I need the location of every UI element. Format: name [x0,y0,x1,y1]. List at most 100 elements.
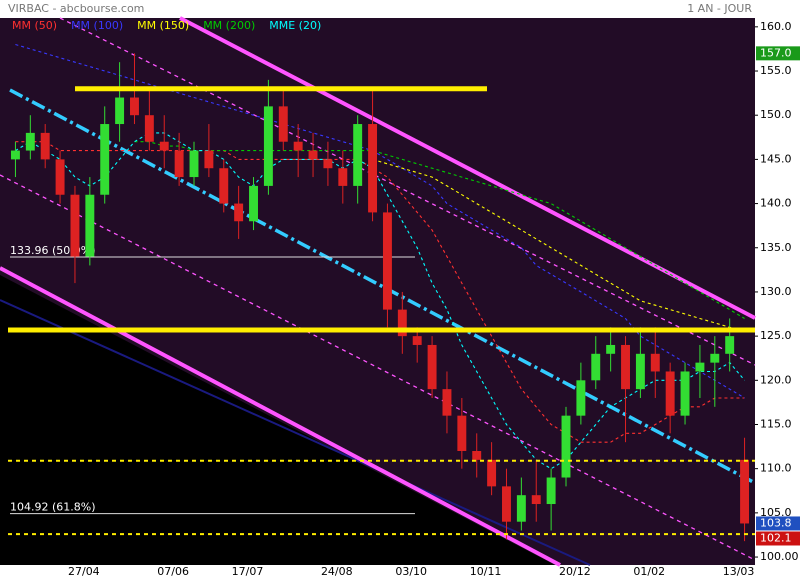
candle-body [100,124,110,195]
candle-body [189,150,199,178]
channel-center [9,88,756,485]
candle-body [621,344,630,390]
fib-label: 133.96 (50.0%) [10,244,96,257]
candle-body [561,415,571,478]
y-tick-label: 160.0 [760,20,792,33]
channel-mid [0,174,756,561]
candle-body [25,132,35,151]
candle-body [323,159,333,169]
y-tick-label: 105.0 [760,506,792,519]
candle-body [308,150,318,160]
channel-mid [59,17,756,366]
legend-entry: MM (50) [12,19,57,32]
candle-body [695,362,705,372]
candle-body [144,115,154,142]
candle-body [278,106,288,142]
candle-body [219,168,229,204]
moving-average [134,141,745,319]
candle-body [70,194,80,257]
x-tick-label: 27/04 [68,565,100,578]
legend-entry: MM (200) [203,19,255,32]
x-tick-label: 07/06 [157,565,189,578]
moving-average [15,132,746,470]
y-tick-label: 110.0 [760,462,792,475]
moving-average [15,141,745,443]
price-tag [756,531,800,546]
candle-body [130,97,139,116]
candle-body [591,353,601,381]
candle-body [516,495,526,522]
candle-body [353,124,363,186]
channel-upper [179,16,756,320]
candle-body [680,371,690,416]
candle-body [442,389,452,416]
candle-body [204,150,214,169]
candle-body [487,459,497,487]
y-tick-label: 120.0 [760,373,792,386]
candle-body [85,194,95,257]
chart-title: VIRBAC - abcbourse.com [8,2,144,15]
candle-body [740,459,750,524]
candle-body [725,336,735,354]
y-tick-label: 135.0 [760,241,792,254]
legend-entry: MME (20) [269,19,321,32]
y-tick-label: 155.0 [760,64,792,77]
candle-body [10,150,20,160]
x-tick-label: 17/07 [232,565,264,578]
candle-body [338,168,348,186]
legend-entry: MM (100) [71,19,123,32]
candle-body [531,495,541,505]
candle-body [546,477,556,505]
y-tick-label: 130.0 [760,285,792,298]
y-tick-label: 145.0 [760,152,792,165]
moving-average [15,43,745,399]
candle-body [115,97,125,125]
candle-body [234,203,244,222]
candle-body [472,451,482,460]
candle-body [635,353,645,390]
candle-body [55,159,65,195]
candle-body [650,353,660,372]
price-tag-label: 103.8 [760,516,792,529]
y-tick-label: 140.0 [760,197,792,210]
channel-lower [0,266,561,567]
candle-body [576,380,586,416]
period-label: 1 AN - JOUR [687,2,752,15]
candle-body [368,124,378,213]
price-tag-label: 157.0 [760,46,792,59]
x-tick-label: 20/12 [559,565,591,578]
candle-body [263,106,273,186]
candle-body [412,336,422,345]
candle-body [249,185,258,222]
candle-body [710,353,720,363]
x-tick-label: 10/11 [470,565,502,578]
fib-label: 104.92 (61.8%) [10,501,96,514]
price-tag [756,516,800,531]
y-tick-label: 115.0 [760,417,792,430]
price-tag-label: 102.1 [760,531,792,544]
trend-line [0,299,591,566]
candle-body [606,344,616,354]
candle-body [293,141,303,151]
candle-body [427,344,437,390]
candle-body [40,132,50,160]
moving-average [372,158,745,333]
y-tick-label: 100.00 [760,550,799,563]
candle-body [665,371,675,416]
price-tag [756,46,800,61]
legend-entry: MM (150) [137,19,189,32]
x-tick-label: 24/08 [321,565,353,578]
x-tick-label: 01/02 [633,565,665,578]
candle-body [457,415,467,452]
x-tick-label: 13/03 [723,565,755,578]
x-tick-label: 03/10 [395,565,427,578]
y-tick-label: 150.0 [760,108,792,121]
y-tick-label: 125.0 [760,329,792,342]
candle-body [397,309,407,337]
candle-body [159,141,169,151]
candle-body [174,150,184,178]
candle-body [382,212,392,310]
candle-body [502,486,511,522]
